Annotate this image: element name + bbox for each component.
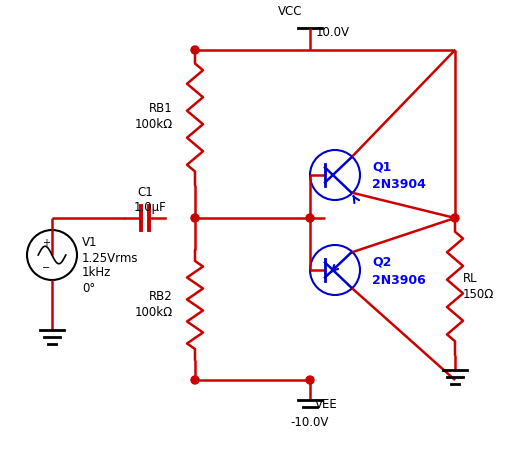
Text: 10.0V: 10.0V xyxy=(316,26,350,39)
Circle shape xyxy=(191,46,199,54)
Text: 2N3906: 2N3906 xyxy=(372,273,426,286)
Text: 1.0μF: 1.0μF xyxy=(134,202,166,214)
Text: VEE: VEE xyxy=(315,399,338,411)
Text: 1kHz: 1kHz xyxy=(82,266,111,280)
Text: −: − xyxy=(42,262,50,272)
Circle shape xyxy=(451,214,459,222)
Circle shape xyxy=(306,214,314,222)
Text: Q2: Q2 xyxy=(372,256,392,268)
Text: 100kΩ: 100kΩ xyxy=(135,118,173,132)
Text: 0°: 0° xyxy=(82,281,95,295)
Text: VCC: VCC xyxy=(278,5,302,18)
Text: C1: C1 xyxy=(137,187,153,199)
Text: 100kΩ: 100kΩ xyxy=(135,306,173,320)
Text: 2N3904: 2N3904 xyxy=(372,178,426,192)
Text: V1: V1 xyxy=(82,237,97,250)
Circle shape xyxy=(191,376,199,384)
Text: 150Ω: 150Ω xyxy=(463,287,494,301)
Text: +: + xyxy=(42,237,50,247)
Text: -10.0V: -10.0V xyxy=(291,415,329,429)
Text: 1.25Vrms: 1.25Vrms xyxy=(82,252,138,265)
Text: RB1: RB1 xyxy=(149,103,173,115)
Text: RL: RL xyxy=(463,271,478,285)
Circle shape xyxy=(191,214,199,222)
Circle shape xyxy=(306,376,314,384)
Text: Q1: Q1 xyxy=(372,161,392,173)
Text: RB2: RB2 xyxy=(149,291,173,304)
